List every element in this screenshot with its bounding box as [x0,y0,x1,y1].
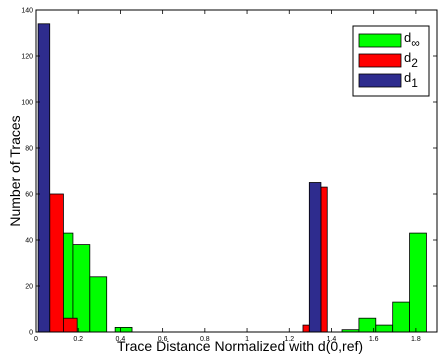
x-tick-label: 1 [245,336,249,343]
bar-d2-0 [49,193,64,333]
legend-swatch-d1 [358,73,402,88]
plot-frame [35,9,438,333]
legend-sub-d1: 1 [411,76,418,90]
y-tick-label: 120 [21,54,33,61]
y-tick-label: 80 [25,146,33,153]
x-tick-label: 0.4 [116,336,126,343]
x-tick-label: 1.4 [327,336,337,343]
y-axis-title: Number of Traces [7,115,23,226]
bar-d2-2 [302,324,310,333]
y-tick-label: 20 [25,284,33,291]
legend-sub-d∞: ∞ [411,36,420,50]
y-tick-label: 0 [29,330,33,337]
bar-d∞-8 [392,301,410,333]
bar-d∞-2 [89,276,108,333]
y-tick-label: 100 [21,100,33,107]
bar-d2-3 [320,186,328,333]
x-axis-title: Trace Distance Normalized with d(0,ref) [117,338,363,354]
bar-d∞-3 [114,326,133,333]
x-tick-label: 1.8 [411,336,421,343]
bars-layer [37,23,427,333]
legend-sub-d2: 2 [411,56,418,70]
x-tick-label: 0.2 [73,336,83,343]
legend-swatch-d2 [358,53,402,68]
bar-d1-1 [308,182,322,333]
axes-layer [35,9,438,333]
ticks-layer: 0 0.2 0.4 0.6 0.8 1 1.2 1.4 1.6 1.802040608010012… [21,8,437,343]
x-tick-label: 0.6 [158,336,168,343]
x-tick-label: 1.6 [369,336,379,343]
legend-swatch-d∞ [358,33,402,48]
y-tick-label: 60 [25,192,33,199]
bar-d∞-9 [409,232,427,333]
bar-d∞-6 [358,317,377,333]
bar-d2-1 [63,317,78,333]
x-tick-label: 0 [34,336,38,343]
bar-d∞-0 [61,232,74,333]
y-tick-label: 40 [25,238,33,245]
x-tick-label: 1.2 [284,336,294,343]
x-tick-label: 0.8 [200,336,210,343]
y-tick-label: 140 [21,8,33,15]
bar-d∞-7 [375,324,394,333]
